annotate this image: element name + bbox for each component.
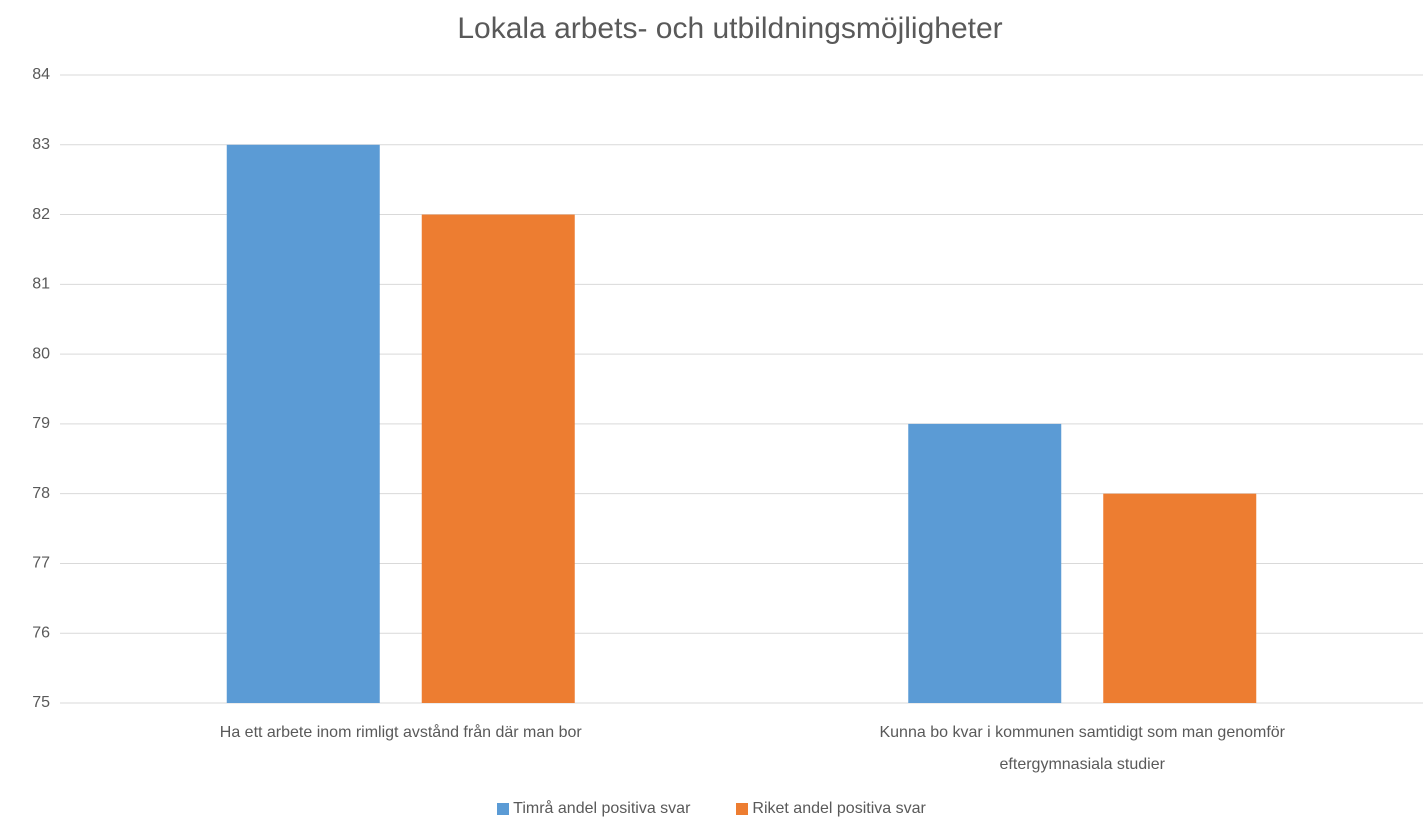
legend-swatch [497,803,510,815]
bar [226,144,380,703]
y-tick-label: 78 [32,485,50,502]
x-tick-label: Ha ett arbete inom rimligt avstånd från … [219,724,582,741]
bar [421,214,575,704]
y-tick-label: 76 [32,624,50,641]
legend-label: Timrå andel positiva svar [513,800,691,817]
x-tick-label: Kunna bo kvar i kommunen samtidigt som m… [879,724,1286,773]
y-tick-label: 84 [32,66,50,83]
y-tick-label: 75 [32,694,50,711]
legend-label: Riket andel positiva svar [752,800,926,817]
legend-item: Riket andel positiva svar [736,800,926,818]
y-tick-label: 80 [32,345,50,362]
bar [1103,493,1257,703]
y-tick-label: 81 [32,276,50,293]
y-tick-label: 77 [32,555,50,572]
legend-swatch [736,803,749,815]
chart-title: Lokala arbets- och utbildningsmöjlighete… [457,12,1002,45]
legend-item: Timrå andel positiva svar [497,800,690,818]
bar [908,423,1062,703]
y-tick-label: 79 [32,415,50,432]
y-tick-label: 83 [32,136,50,153]
legend: Timrå andel positiva svar Riket andel pos… [0,800,1423,818]
y-tick-label: 82 [32,206,50,223]
